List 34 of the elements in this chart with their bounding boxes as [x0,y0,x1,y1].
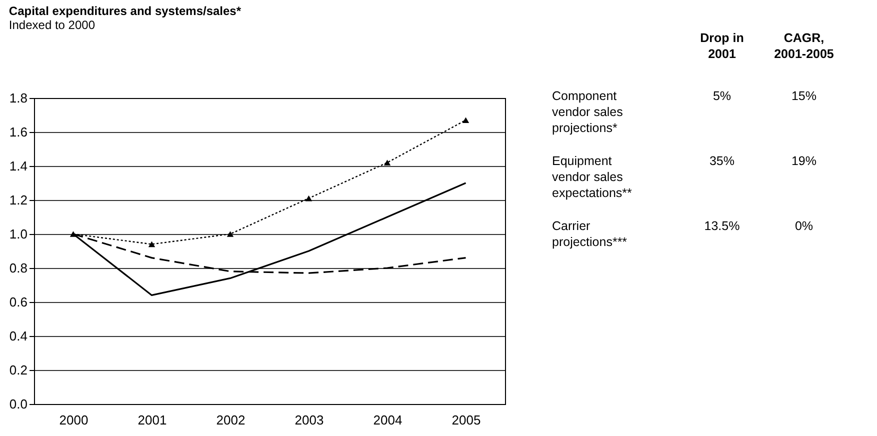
text: 0% [794,219,814,233]
x-tick-label: 2000 [59,412,88,428]
y-tick-label: 0.6 [9,294,28,310]
y-tick-label: 1.2 [9,192,28,208]
text: 19% [791,154,817,168]
x-tick-label: 2005 [452,412,481,428]
text: CAGR, 2001-2005 [774,31,834,61]
point [226,231,234,237]
point [305,195,312,202]
y-tick-label: 1.6 [9,124,28,140]
point [384,160,391,166]
chart-subtitle: Indexed to 2000 [8,18,96,32]
y-tick-label: 0.2 [9,362,28,378]
y-tick-label: 0.8 [9,260,28,276]
point [462,117,470,124]
chart-title: Capital expenditures and systems/sales* [8,4,242,18]
x-tick-label: 2001 [138,412,167,428]
text: 15% [791,89,817,103]
point [148,241,156,248]
y-tick-label: 1.8 [9,90,28,106]
y-tick-label: 1.0 [9,226,28,242]
x-tick-label: 2002 [216,412,246,428]
y-tick-label: 0.0 [9,396,28,412]
text: 35% [709,154,735,168]
y-tick-label: 1.4 [9,158,28,174]
text: 13.5% [704,219,740,233]
y-tick-label: 0.4 [9,328,28,344]
text: 5% [712,89,732,103]
text: Carrier projections*** [552,219,628,249]
text: Component vendor sales projections* [552,89,623,135]
text: Equipment vendor sales expectations** [552,154,632,200]
x-tick-label: 2004 [373,412,402,428]
x-tick-label: 2003 [294,412,324,428]
text: Drop in 2001 [700,31,744,61]
